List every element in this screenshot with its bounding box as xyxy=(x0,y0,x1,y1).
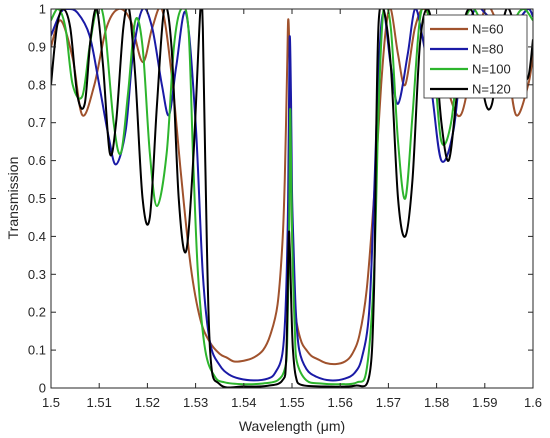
y-tick-label: 1 xyxy=(39,2,46,17)
y-tick-label: 0.8 xyxy=(28,77,46,92)
y-axis-ticks: 0 0.1 0.2 0.3 0.4 0.5 0.6 0.7 0.8 0.9 1 xyxy=(28,2,533,396)
legend-label-2: N=100 xyxy=(472,62,511,77)
x-tick-label: 1.51 xyxy=(87,395,112,410)
y-tick-label: 0.2 xyxy=(28,305,46,320)
y-axis-label: Transmission xyxy=(5,157,21,240)
y-tick-label: 0.3 xyxy=(28,267,46,282)
x-tick-label: 1.53 xyxy=(183,395,208,410)
x-tick-label: 1.6 xyxy=(524,395,542,410)
legend-label-1: N=80 xyxy=(472,42,503,57)
x-tick-label: 1.58 xyxy=(424,395,449,410)
x-tick-label: 1.52 xyxy=(135,395,160,410)
x-tick-label: 1.5 xyxy=(42,395,60,410)
x-tick-label: 1.55 xyxy=(279,395,304,410)
x-tick-label: 1.54 xyxy=(231,395,256,410)
y-tick-label: 0.5 xyxy=(28,191,46,206)
series-line-3 xyxy=(51,9,533,388)
y-tick-label: 0.6 xyxy=(28,153,46,168)
x-tick-label: 1.57 xyxy=(376,395,401,410)
x-tick-label: 1.59 xyxy=(472,395,497,410)
y-tick-label: 0.7 xyxy=(28,115,46,130)
y-tick-label: 0 xyxy=(39,381,46,396)
x-axis-ticks: 1.5 1.51 1.52 1.53 1.54 1.55 1.56 1.57 1.58 1.59 1… xyxy=(42,9,542,410)
y-tick-label: 0.1 xyxy=(28,343,46,358)
x-axis-label: Wavelength (μm) xyxy=(239,418,345,434)
legend: N=60 N=80 N=100 N=120 xyxy=(423,14,528,99)
x-tick-label: 1.56 xyxy=(328,395,353,410)
y-tick-label: 0.9 xyxy=(28,39,46,54)
y-tick-label: 0.4 xyxy=(28,229,46,244)
legend-label-3: N=120 xyxy=(472,82,511,97)
legend-entries: N=60 N=80 N=100 N=120 xyxy=(430,22,511,97)
legend-label-0: N=60 xyxy=(472,22,503,37)
